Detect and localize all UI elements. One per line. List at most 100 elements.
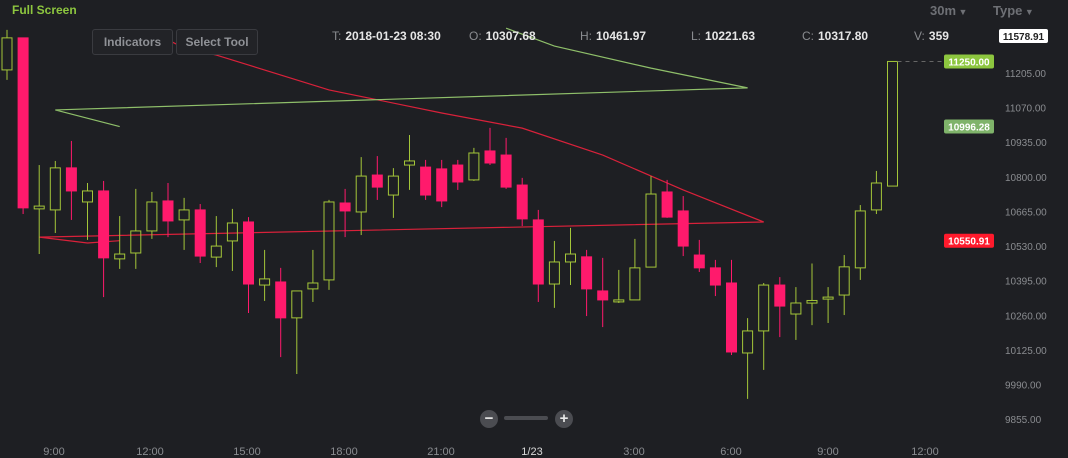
candle-body [484,150,496,164]
candle-body [210,245,222,258]
price-tag-ma-slow-label: 10550.91 [948,237,990,248]
candle-09:30 [838,255,850,316]
candle-body [806,299,818,304]
candle-body [565,253,576,263]
candle-16:00 [275,267,287,358]
candle-04:30 [677,196,689,257]
candle-body [355,175,367,213]
y-tick-label: 10395.00 [1005,277,1047,288]
y-tick-label: 11205.00 [1005,69,1046,80]
full-screen-button[interactable]: Full Screen [12,3,77,17]
x-tick-label: 6:00 [720,446,741,458]
candle-15:00 [243,217,254,313]
candle-09:00 [822,287,834,323]
readout-time-key: T: [332,29,342,43]
readout-open-value: 10307.68 [485,29,536,43]
candle-body [838,266,850,296]
candle-body [178,209,190,221]
price-tag-last: 11250.00 [944,54,994,69]
candle-body [532,219,544,285]
candle-body [709,267,721,286]
readout-time: T: 2018-01-23 08:30 [332,29,441,43]
chart-type-dropdown[interactable]: Type ▼ [993,3,1034,18]
candle-body [82,190,93,203]
candle-08:00 [790,287,802,340]
candle-body [17,37,29,209]
candle-body [548,261,560,285]
candle-20:00 [404,135,415,190]
readout-volume: V: 359 [914,29,949,43]
candle-body [726,282,737,353]
candle-body [130,230,142,254]
candle-body [194,209,206,257]
candle-07:00 [758,282,770,370]
candle-body [870,182,882,211]
candle-11:00 [887,60,898,187]
x-tick-label: 21:00 [427,446,455,458]
candle-09:30 [65,140,77,220]
readout-close-key: C: [802,29,814,43]
candle-07:30 [774,277,786,338]
readout-high: H: 10461.97 [580,29,646,43]
candle-21:00 [436,159,448,208]
candle-18:30 [355,157,367,236]
candle-10:30 [870,170,882,215]
zoom-control: − + [480,410,573,428]
zoom-in-button[interactable]: + [555,410,573,428]
interval-dropdown[interactable]: 30m ▼ [930,3,967,18]
candle-02:00 [597,257,609,328]
candle-12:00 [146,191,158,239]
candle-body [500,154,512,188]
candle-body [323,201,335,281]
candle-11:00 [114,216,126,269]
candle-05:00 [693,239,705,272]
candle-14:30 [226,208,238,271]
indicators-button[interactable]: Indicators [92,29,173,55]
y-tick-label: 10260.00 [1005,311,1047,322]
price-tag-last-label: 11250.00 [948,57,990,68]
candle-body [259,278,271,286]
readout-time-value: 2018-01-23 08:30 [345,29,441,43]
y-tick-label: 10800.00 [1005,173,1047,184]
zoom-out-button[interactable]: − [480,410,498,428]
candle-05:30 [709,259,721,297]
candle-23:00 [500,137,512,189]
zoom-slider[interactable] [504,416,548,420]
candle-body [371,174,383,188]
candle-body [613,299,625,303]
candle-body [677,210,689,247]
price-tag-ma-slow: 10550.91 [944,233,994,248]
candle-body [146,201,158,232]
price-tag-top: 11578.91 [999,29,1048,43]
candle-body [822,296,834,300]
candle-10:00 [854,205,866,280]
candle-body [1,37,13,71]
price-tag-ma-fast: 10996.28 [944,119,994,134]
candle-body [226,222,238,242]
candle-01:30 [581,249,593,317]
moving-average-fast-line [55,27,748,128]
readout-open-key: O: [469,29,482,43]
candle-body [162,200,174,222]
candle-body [693,254,705,269]
candle-body [98,190,110,259]
candle-body [758,284,770,332]
price-tag-ma-slow-box [944,233,994,248]
select-tool-button[interactable]: Select Tool [176,29,258,55]
price-tag-ma-fast-label: 10996.28 [948,123,990,134]
candle-body [452,164,464,183]
candle-body [516,184,528,220]
readout-high-key: H: [580,29,592,43]
x-tick-label: 3:00 [623,446,644,458]
x-tick-label: 12:00 [136,446,164,458]
candle-22:00 [468,147,480,181]
candle-13:00 [178,197,190,250]
readout-low-key: L: [691,29,702,43]
candle-03:00 [629,238,641,301]
candle-body [854,210,866,269]
readout-close-value: 10317.80 [818,29,869,43]
candle-body [742,330,754,354]
moving-average-slow-line [39,39,764,244]
candle-12:30 [162,182,174,238]
